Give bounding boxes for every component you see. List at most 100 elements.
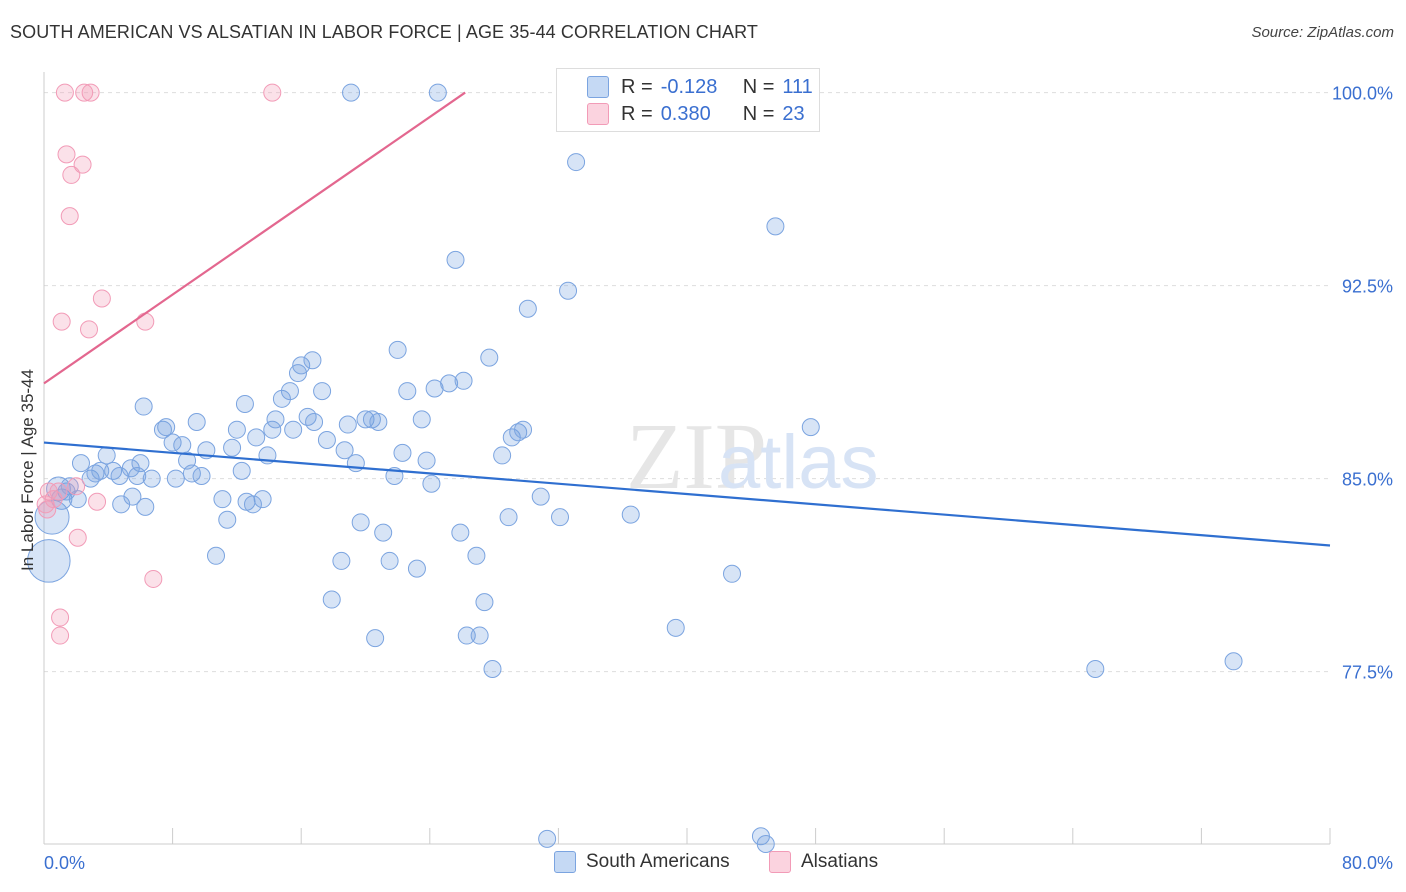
grid-lines <box>44 92 1330 673</box>
south-american-point <box>322 590 341 609</box>
y-tick-label: 100.0% <box>1332 84 1393 104</box>
south-american-point <box>440 374 459 393</box>
south-american-point <box>292 356 311 375</box>
trend-lines <box>43 91 1331 547</box>
south-american-point <box>451 523 470 542</box>
legend-n-value: 23 <box>782 102 805 125</box>
south-american-point <box>470 626 489 645</box>
south-american-point <box>157 418 176 437</box>
alsatian-point <box>88 492 107 511</box>
alsatian-point <box>51 626 70 645</box>
south-american-point <box>756 835 775 853</box>
alsatian-point <box>52 312 71 331</box>
south-american-point <box>280 382 299 401</box>
south-american-point <box>475 593 494 612</box>
south-american-point <box>493 446 512 465</box>
south-american-point <box>621 505 640 524</box>
south-american-point <box>34 499 70 535</box>
south-american-point <box>81 469 100 488</box>
south-american-point <box>393 443 412 462</box>
south-american-point <box>417 451 436 470</box>
south-american-point <box>223 438 242 457</box>
south-american-point <box>123 487 142 506</box>
watermark: ZIP atlas <box>626 405 879 509</box>
south-american-point <box>538 829 557 848</box>
x-tick-label: 0.0% <box>44 853 85 873</box>
source-label: Source: ZipAtlas.com <box>1251 24 1394 41</box>
legend-n-label: N = <box>742 102 775 125</box>
south-american-point <box>457 626 476 645</box>
south-american-point <box>247 428 266 447</box>
alsatian-point <box>92 289 111 308</box>
south-american-point <box>121 459 140 478</box>
south-american-point <box>388 340 407 359</box>
south-american-point <box>483 660 502 679</box>
south-american-point <box>142 469 161 488</box>
south-american-point <box>207 546 226 565</box>
south-american-point <box>235 394 254 413</box>
south-american-point <box>412 410 431 429</box>
chart-title: SOUTH AMERICAN VS ALSATIAN IN LABOR FORC… <box>10 22 758 42</box>
south-american-point <box>173 436 192 455</box>
legend-r-label: R = <box>621 75 653 98</box>
south-american-point <box>128 467 147 486</box>
south-american-point <box>531 487 550 506</box>
alsatian-point <box>68 528 87 547</box>
legend-label: Alsatians <box>801 851 879 872</box>
tick-labels: 77.5% 85.0% 92.5% 100.0% 0.0% 80.0% <box>44 84 1393 873</box>
alsatian-point <box>60 207 79 226</box>
legend-n-value: 111 <box>782 75 813 98</box>
south-american-point <box>263 420 282 439</box>
south-american-point <box>723 564 742 583</box>
axes <box>43 72 1331 845</box>
south-american-point <box>136 497 155 516</box>
south-american-point <box>68 490 87 509</box>
alsatians-points <box>36 83 282 645</box>
alsatian-point <box>81 83 100 102</box>
south-american-point <box>380 551 399 570</box>
south-americans-points <box>27 83 1243 853</box>
legend-label: South Americans <box>586 851 730 872</box>
alsatians-trend-line <box>43 91 466 385</box>
bottom-legend-south-americans: South Americans <box>554 851 730 873</box>
alsatian-point <box>80 320 99 339</box>
alsatian-point <box>51 608 70 627</box>
watermark-atlas: atlas <box>718 420 879 505</box>
south-american-point <box>446 250 465 269</box>
legend-row-south-americans: R = -0.128 N = 111 <box>557 73 813 101</box>
south-american-point <box>91 461 110 480</box>
south-american-point <box>27 539 71 583</box>
blue-swatch <box>587 76 609 98</box>
legend-row-alsatians: R = 0.380 N = 23 <box>557 100 805 128</box>
south-american-point <box>71 454 90 473</box>
south-american-point <box>303 351 322 370</box>
y-tick-label: 77.5% <box>1342 663 1393 683</box>
y-tick-label: 92.5% <box>1342 277 1393 297</box>
south-american-point <box>134 397 153 416</box>
south-american-point <box>559 281 578 300</box>
legend-n-label: N = <box>742 75 775 98</box>
legend-r-label: R = <box>621 102 653 125</box>
south-american-point <box>227 420 246 439</box>
alsatian-point <box>67 477 86 496</box>
south-american-point <box>313 382 332 401</box>
alsatian-point <box>144 569 163 588</box>
south-american-point <box>551 508 570 527</box>
south-american-point <box>366 629 385 648</box>
south-american-point <box>766 217 785 236</box>
south-american-point <box>1086 660 1105 679</box>
south-american-point <box>342 83 361 102</box>
south-american-point <box>514 420 533 439</box>
south-american-point <box>499 508 518 527</box>
south-american-point <box>338 415 357 434</box>
south-american-point <box>166 469 185 488</box>
south-american-point <box>428 83 447 102</box>
y-axis-label: In Labor Force | Age 35-44 <box>18 369 37 571</box>
south-american-point <box>1224 652 1243 671</box>
alsatian-point <box>38 500 57 519</box>
south-american-point <box>317 430 336 449</box>
south-american-point <box>153 420 172 439</box>
south-american-point <box>86 464 105 483</box>
south-americans-trend-line <box>43 441 1331 547</box>
